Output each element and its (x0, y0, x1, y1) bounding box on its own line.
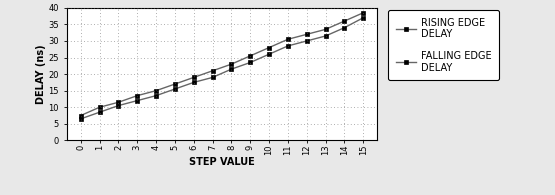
FALLING EDGE
DELAY (285, 45, 291, 47)
RISING EDGE
DELAY (77, 114, 84, 117)
Legend: RISING EDGE
DELAY, FALLING EDGE
DELAY: RISING EDGE DELAY, FALLING EDGE DELAY (388, 10, 499, 80)
X-axis label: STEP VALUE: STEP VALUE (189, 157, 255, 167)
RISING EDGE
DELAY (96, 106, 103, 108)
FALLING EDGE
DELAY (153, 95, 159, 97)
RISING EDGE
DELAY (171, 83, 178, 85)
FALLING EDGE
DELAY (322, 35, 329, 37)
RISING EDGE
DELAY (322, 28, 329, 31)
RISING EDGE
DELAY (247, 55, 254, 57)
RISING EDGE
DELAY (266, 46, 273, 49)
RISING EDGE
DELAY (304, 33, 310, 35)
RISING EDGE
DELAY (360, 12, 367, 14)
FALLING EDGE
DELAY (171, 88, 178, 90)
FALLING EDGE
DELAY (115, 105, 122, 107)
RISING EDGE
DELAY (341, 20, 348, 22)
FALLING EDGE
DELAY (96, 111, 103, 113)
Line: RISING EDGE
DELAY: RISING EDGE DELAY (78, 10, 366, 118)
RISING EDGE
DELAY (153, 90, 159, 92)
FALLING EDGE
DELAY (190, 81, 197, 83)
RISING EDGE
DELAY (209, 70, 216, 72)
FALLING EDGE
DELAY (209, 76, 216, 79)
FALLING EDGE
DELAY (360, 17, 367, 19)
FALLING EDGE
DELAY (247, 61, 254, 64)
FALLING EDGE
DELAY (77, 118, 84, 120)
RISING EDGE
DELAY (285, 38, 291, 41)
Y-axis label: DELAY (ns): DELAY (ns) (36, 44, 46, 104)
FALLING EDGE
DELAY (341, 27, 348, 29)
FALLING EDGE
DELAY (266, 53, 273, 55)
RISING EDGE
DELAY (190, 76, 197, 79)
RISING EDGE
DELAY (228, 63, 235, 65)
Line: FALLING EDGE
DELAY: FALLING EDGE DELAY (78, 15, 366, 121)
FALLING EDGE
DELAY (304, 40, 310, 42)
RISING EDGE
DELAY (115, 101, 122, 103)
FALLING EDGE
DELAY (228, 68, 235, 70)
FALLING EDGE
DELAY (134, 99, 140, 102)
RISING EDGE
DELAY (134, 95, 140, 97)
